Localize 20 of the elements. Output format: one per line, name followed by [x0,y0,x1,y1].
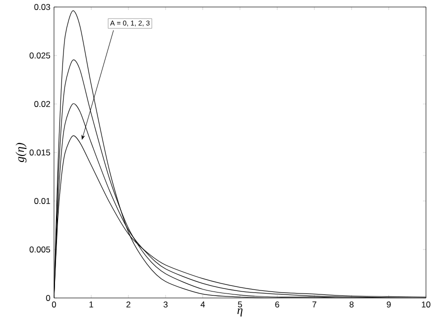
y-tick-label: 0.01 [34,198,50,204]
x-tick-label: 3 [164,302,168,308]
y-tick-label: 0.005 [30,246,50,252]
y-tick-label: 0.025 [30,52,50,58]
x-tick-label: 2 [126,302,130,308]
x-axis-title: η [237,308,242,317]
y-tick-label: 0.03 [34,4,50,10]
y-tick-label: 0 [46,294,50,301]
y-tick-label: 0.015 [30,150,50,156]
y-tick-label: 0.02 [34,101,50,107]
x-tick-label: 5 [238,302,242,308]
x-tick-label: 8 [350,302,354,308]
x-tick-label: 7 [312,302,316,308]
x-tick-label: 6 [275,302,280,308]
x-tick-label: 4 [200,302,205,308]
x-tick-label: 1 [89,302,94,308]
x-tick-label: 9 [386,302,391,308]
y-axis-title: g(η) [16,142,26,162]
x-tick-label: 0 [52,302,56,308]
x-tick-label: 10 [422,302,430,308]
